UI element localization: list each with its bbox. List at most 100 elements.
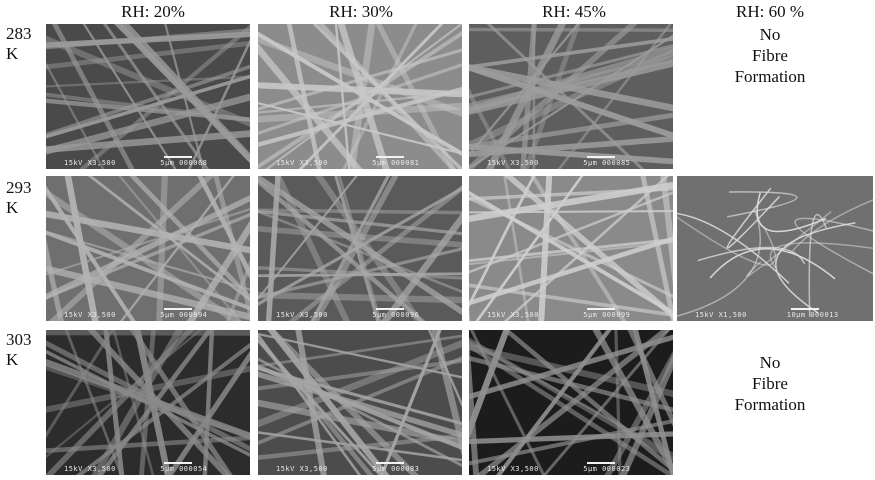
fiber-strand [46, 74, 250, 139]
fiber-strand [46, 364, 250, 439]
fiber-strand [187, 38, 250, 169]
fiber-strand [431, 330, 462, 457]
sem-info-caption: 15kV X1,500 [695, 311, 747, 319]
sem-image-303k-rh20: 15kV X3,500 5μm 000054 [46, 330, 250, 475]
sem-scale-caption: 5μm 000085 [583, 159, 631, 167]
fiber-strand [87, 176, 250, 302]
fiber-strand [258, 291, 462, 304]
fiber-strand [46, 340, 250, 452]
fiber-strand [103, 330, 125, 475]
fiber-strand [258, 334, 374, 475]
fiber-strand [769, 242, 873, 269]
fiber-strand [469, 336, 480, 475]
sem-image-303k-rh30: 15kV X3,500 5μm 000083 [258, 330, 462, 475]
fiber-strand [338, 176, 382, 321]
fiber-strand [265, 176, 281, 321]
fiber-strand [46, 230, 250, 291]
sem-scale-caption: 5μm 000068 [160, 159, 208, 167]
fiber-strand [503, 176, 673, 320]
scale-bar [376, 308, 405, 310]
fiber-strand [794, 217, 873, 275]
fiber-strand [520, 24, 537, 169]
fiber-strand [48, 176, 215, 321]
fiber-strand [334, 24, 351, 169]
fiber-texture [46, 330, 250, 475]
note-line: Formation [734, 395, 806, 414]
fiber-strand [502, 330, 673, 473]
sem-image-293k-rh20: 15kV X3,500 5μm 000094 [46, 176, 250, 321]
fiber-strand [225, 259, 250, 321]
fiber-strand [792, 199, 873, 252]
scale-bar [587, 462, 616, 464]
sem-image-293k-rh30: 15kV X3,500 5μm 000096 [258, 176, 462, 321]
fiber-strand [427, 330, 462, 408]
scale-bar [164, 156, 193, 158]
fiber-strand [78, 24, 250, 169]
sem-info-caption: 15kV X3,500 [276, 465, 328, 473]
fiber-strand [727, 191, 798, 218]
sem-scale-caption: 5μm 000096 [372, 311, 420, 319]
scale-bar [587, 156, 616, 158]
sem-scale-caption: 5μm 000094 [160, 311, 208, 319]
fiber-strand [265, 24, 462, 169]
fiber-strand [538, 176, 553, 321]
sem-info-caption: 15kV X3,500 [487, 465, 539, 473]
sem-image-283k-rh30: 15kV X3,500 5μm 000081 [258, 24, 462, 169]
fiber-strand [139, 330, 156, 475]
fiber-strand [469, 176, 536, 309]
column-header-rh-60: RH: 60 % [736, 2, 804, 21]
fiber-strand [118, 176, 242, 321]
fiber-strand [112, 330, 155, 475]
fiber-strand [469, 330, 510, 441]
fiber-strand [469, 190, 673, 316]
fiber-strand [312, 176, 399, 321]
fiber-strand [640, 176, 673, 321]
note-line: Fibre [752, 374, 788, 393]
fiber-strand [258, 339, 462, 428]
no-fibre-note-283k: No Fibre Formation [695, 24, 845, 87]
fiber-strand [775, 222, 856, 314]
fiber-strand [258, 366, 462, 426]
sem-info-caption: 15kV X3,500 [487, 159, 539, 167]
sem-info-caption: 15kV X3,500 [64, 465, 116, 473]
sem-info-caption: 15kV X3,500 [64, 311, 116, 319]
fiber-strand [258, 178, 426, 321]
fiber-strand [709, 248, 836, 280]
fiber-strand [258, 86, 462, 147]
row-temp: 303 [6, 330, 32, 349]
fiber-strand [312, 24, 462, 169]
fiber-strand [46, 238, 64, 321]
fiber-strand [120, 24, 250, 163]
fiber-texture [258, 24, 462, 169]
fiber-strand [46, 185, 136, 321]
fiber-strand [46, 61, 105, 169]
fiber-strand [267, 330, 390, 475]
fiber-strand [375, 24, 456, 169]
column-header-rh-45: RH: 45% [542, 2, 606, 21]
fiber-strand [129, 330, 233, 475]
fiber-strand [620, 353, 673, 475]
fiber-strand [258, 371, 462, 438]
fiber-strand [46, 31, 250, 48]
fiber-strand [258, 209, 462, 236]
note-line: No [759, 353, 781, 372]
fiber-strand [46, 230, 250, 311]
fiber-strand [310, 176, 391, 321]
fiber-strand [469, 44, 673, 99]
note-line: No [759, 25, 781, 44]
sem-info-caption: 15kV X3,500 [487, 311, 539, 319]
note-line: Formation [734, 67, 806, 86]
fiber-strand [258, 102, 462, 155]
row-unit: K [6, 350, 19, 369]
fiber-strand [64, 176, 99, 321]
fiber-strand [697, 246, 806, 265]
sem-info-caption: 15kV X3,500 [276, 159, 328, 167]
fiber-strand [469, 112, 673, 150]
row-label-293k: 293 K [6, 178, 32, 218]
fiber-strand [258, 43, 363, 169]
fiber-strand [469, 431, 673, 445]
scale-bar [164, 462, 193, 464]
fiber-texture [469, 24, 673, 169]
fiber-strand [469, 283, 673, 317]
fiber-strand [46, 330, 250, 336]
